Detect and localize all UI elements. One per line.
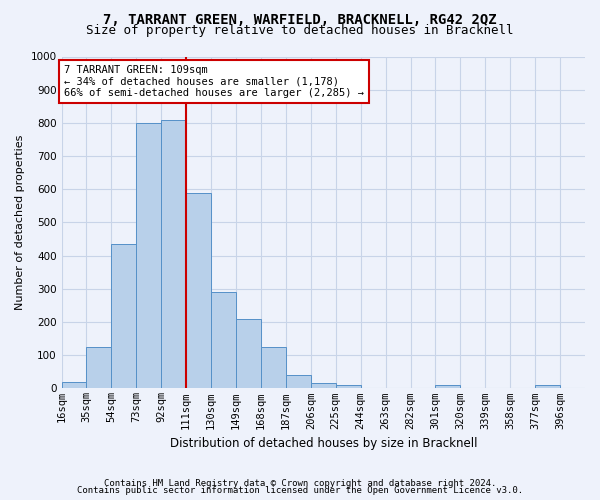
Text: Contains public sector information licensed under the Open Government Licence v3: Contains public sector information licen… bbox=[77, 486, 523, 495]
Bar bbox=[62, 382, 86, 388]
Text: 7, TARRANT GREEN, WARFIELD, BRACKNELL, RG42 2QZ: 7, TARRANT GREEN, WARFIELD, BRACKNELL, R… bbox=[103, 12, 497, 26]
X-axis label: Distribution of detached houses by size in Bracknell: Distribution of detached houses by size … bbox=[170, 437, 477, 450]
Text: 7 TARRANT GREEN: 109sqm
← 34% of detached houses are smaller (1,178)
66% of semi: 7 TARRANT GREEN: 109sqm ← 34% of detache… bbox=[64, 65, 364, 98]
Bar bbox=[311, 384, 336, 388]
Bar bbox=[236, 318, 261, 388]
Bar bbox=[436, 385, 460, 388]
Text: Size of property relative to detached houses in Bracknell: Size of property relative to detached ho… bbox=[86, 24, 514, 37]
Bar bbox=[211, 292, 236, 388]
Bar bbox=[136, 123, 161, 388]
Bar bbox=[261, 347, 286, 389]
Bar bbox=[161, 120, 186, 388]
Text: Contains HM Land Registry data © Crown copyright and database right 2024.: Contains HM Land Registry data © Crown c… bbox=[104, 478, 496, 488]
Bar bbox=[286, 375, 311, 388]
Bar bbox=[535, 385, 560, 388]
Bar bbox=[336, 385, 361, 388]
Y-axis label: Number of detached properties: Number of detached properties bbox=[15, 135, 25, 310]
Bar bbox=[86, 347, 112, 389]
Bar bbox=[186, 192, 211, 388]
Bar bbox=[112, 244, 136, 388]
